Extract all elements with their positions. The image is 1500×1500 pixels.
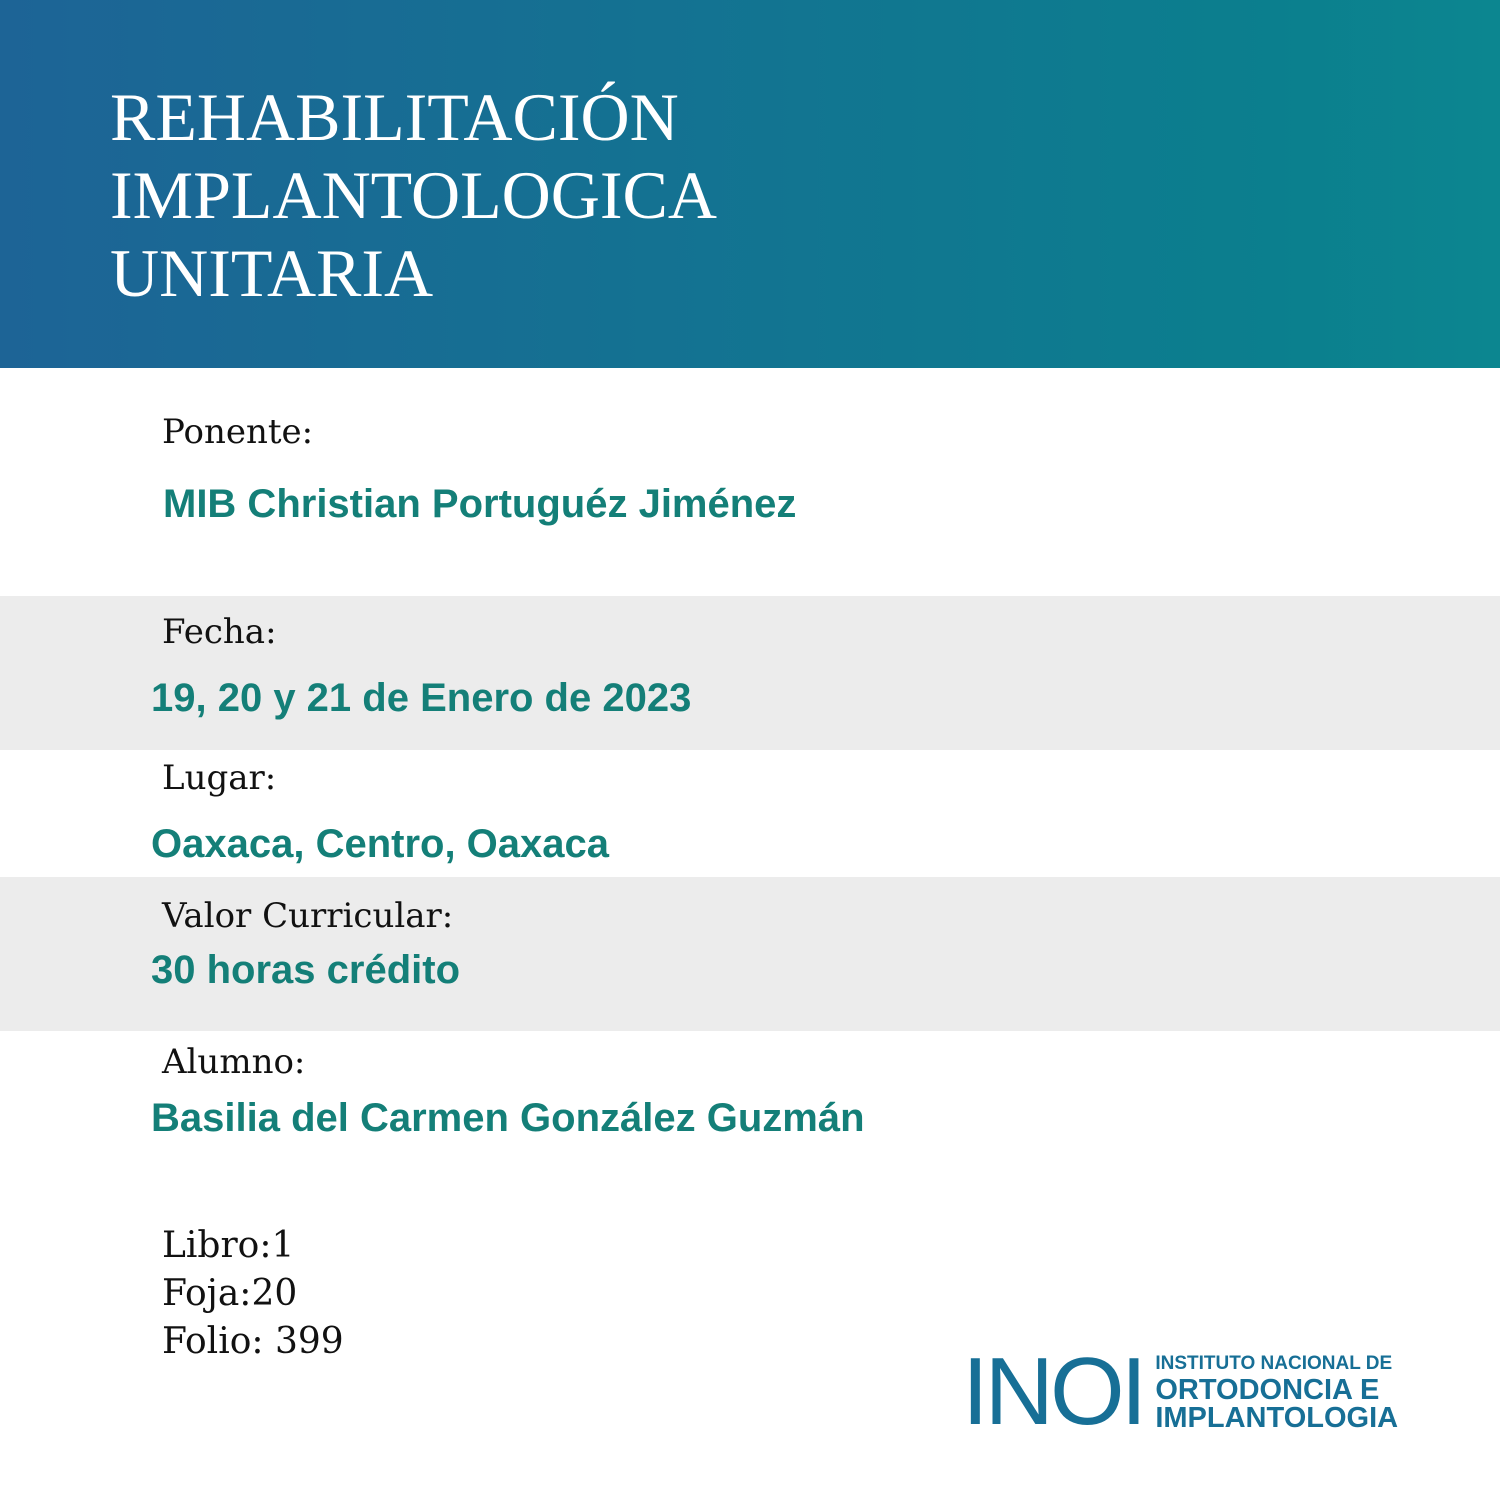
title-line: REHABILITACIÓN (110, 79, 679, 155)
field-label: Alumno: (162, 1042, 306, 1082)
field-value: Basilia del Carmen González Guzmán (151, 1096, 865, 1140)
record-line: Libro:1 (162, 1225, 295, 1266)
title-line: UNITARIA (110, 235, 434, 311)
field-label: Valor Curricular: (162, 896, 454, 936)
band (0, 877, 1500, 1031)
title-line: IMPLANTOLOGICA (110, 157, 717, 233)
record-line: Folio: 399 (162, 1321, 344, 1362)
field-value: MIB Christian Portuguéz Jiménez (163, 482, 797, 526)
record: Libro:1 Foja:20 Folio: 399 (162, 1222, 344, 1366)
field-value: 19, 20 y 21 de Enero de 2023 (151, 676, 692, 720)
logo-line: IMPLANTOLOGIA (1155, 1402, 1399, 1434)
field-value: Oaxaca, Centro, Oaxaca (151, 822, 610, 866)
logo-line: ORTODONCIA E (1155, 1374, 1380, 1406)
field-label: Ponente: (162, 412, 314, 452)
field-label: Lugar: (162, 758, 277, 798)
logo-text: INSTITUTO NACIONAL DE ORTODONCIA E IMPLA… (1155, 1352, 1399, 1434)
title: REHABILITACIÓN IMPLANTOLOGICA UNITARIA (110, 78, 717, 312)
header (0, 0, 1500, 368)
record-line: Foja:20 (162, 1273, 298, 1314)
band (0, 596, 1500, 750)
logo-mark: INOI (962, 1338, 1147, 1445)
field-label: Fecha: (162, 612, 277, 652)
field-value: 30 horas crédito (151, 948, 461, 992)
logo: INOI INSTITUTO NACIONAL DE ORTODONCIA E … (962, 1338, 1399, 1445)
logo-line: INSTITUTO NACIONAL DE (1155, 1353, 1393, 1374)
